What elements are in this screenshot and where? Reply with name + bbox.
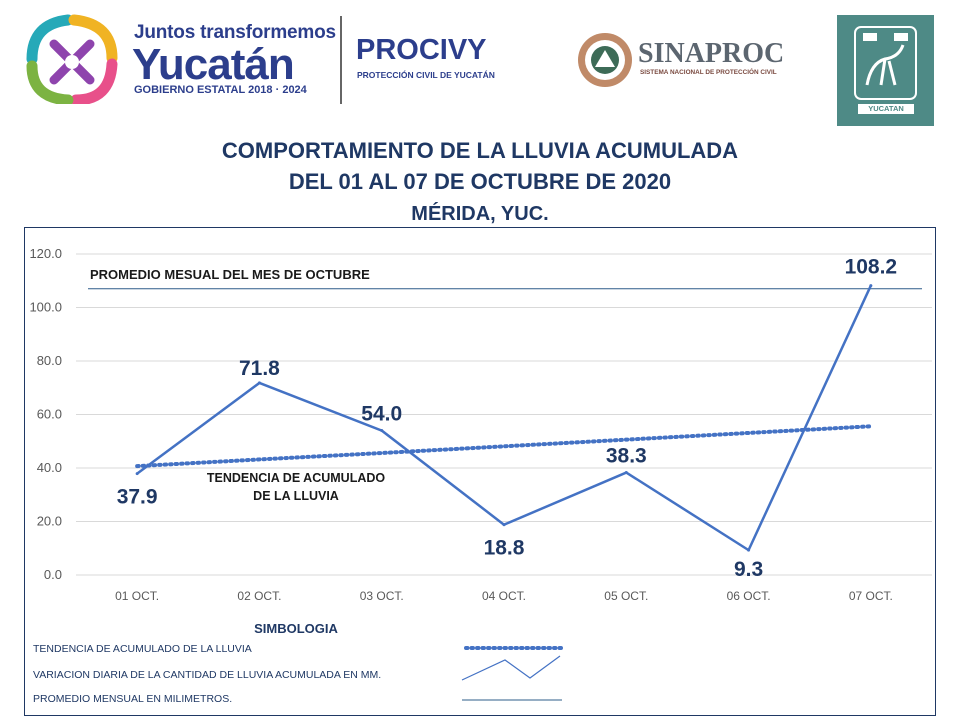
legend-variation-swatch [461, 655, 561, 681]
x-tick-label: 03 OCT. [360, 589, 404, 603]
legend-item-label: TENDENCIA DE ACUMULADO DE LA LLUVIA [33, 643, 252, 655]
y-tick-label: 120.0 [29, 246, 62, 261]
procivy-subtitle: PROTECCIÓN CIVIL DE YUCATÁN [357, 70, 495, 80]
yucatan-emblem-icon [26, 14, 118, 104]
trend-series-line [135, 424, 873, 469]
y-tick-label: 60.0 [37, 407, 62, 422]
average-line-label: PROMEDIO MESUAL DEL MES DE OCTUBRE [90, 267, 370, 282]
crest-caption: YUCATAN [858, 104, 914, 114]
trend-annotation-line-2: DE LA LLUVIA [253, 489, 339, 503]
header-divider [340, 16, 342, 104]
data-point [135, 472, 139, 476]
yucatan-period: GOBIERNO ESTATAL 2018 · 2024 [134, 84, 307, 96]
y-tick-label: 40.0 [37, 460, 62, 475]
legend-title: SIMBOLOGIA [254, 621, 338, 636]
trend-annotation-line-1: TENDENCIA DE ACUMULADO [207, 471, 386, 485]
sinaproc-subtitle: SISTEMA NACIONAL DE PROTECCIÓN CIVIL [640, 69, 777, 76]
data-point [869, 284, 873, 288]
yucatan-slogan: Juntos transformemos [134, 22, 336, 43]
x-tick-label: 06 OCT. [727, 589, 771, 603]
x-tick-label: 04 OCT. [482, 589, 526, 603]
data-point [380, 429, 384, 433]
data-label: 9.3 [734, 558, 763, 581]
data-point [257, 381, 261, 385]
y-tick-label: 100.0 [29, 300, 62, 315]
chart-title-line-2: DEL 01 AL 07 DE OCTUBRE DE 2020 [288, 169, 672, 194]
x-tick-label: 05 OCT. [604, 589, 648, 603]
data-label: 37.9 [117, 486, 158, 509]
yucatan-government-logo: Juntos transformemos Yucatán GOBIERNO ES… [24, 14, 336, 104]
x-tick-label: 02 OCT. [237, 589, 281, 603]
yucatan-wordmark: Yucatán [132, 40, 295, 89]
chart-title-line-3: MÉRIDA, YUC. [411, 203, 549, 225]
data-label: 38.3 [606, 445, 647, 468]
y-tick-label: 20.0 [37, 514, 62, 529]
data-point [624, 471, 628, 475]
data-label: 108.2 [845, 256, 898, 279]
data-label: 18.8 [484, 537, 525, 560]
yucatan-crest: YUCATAN [837, 15, 934, 126]
sinaproc-name: SINAPROC [638, 38, 785, 69]
y-tick-label: 0.0 [44, 567, 62, 582]
legend-item-label: PROMEDIO MENSUAL EN MILIMETROS. [33, 693, 232, 705]
procivy-name: PROCIVY [356, 34, 487, 66]
data-point [502, 523, 506, 527]
sinaproc-emblem-icon [578, 33, 632, 87]
x-tick-label: 01 OCT. [115, 589, 159, 603]
x-tick-label: 07 OCT. [849, 589, 893, 603]
crest-deer-icon [854, 26, 917, 100]
chart-title-line-1: COMPORTAMIENTO DE LA LLUVIA ACUMULADA [221, 138, 739, 163]
y-tick-label: 80.0 [37, 353, 62, 368]
legend-item-label: VARIACION DIARIA DE LA CANTIDAD DE LLUVI… [33, 669, 381, 681]
data-label: 71.8 [239, 357, 280, 380]
data-point [747, 548, 751, 552]
rainfall-series-line [136, 285, 872, 552]
chart-frame [24, 227, 936, 716]
data-label: 54.0 [361, 403, 402, 426]
